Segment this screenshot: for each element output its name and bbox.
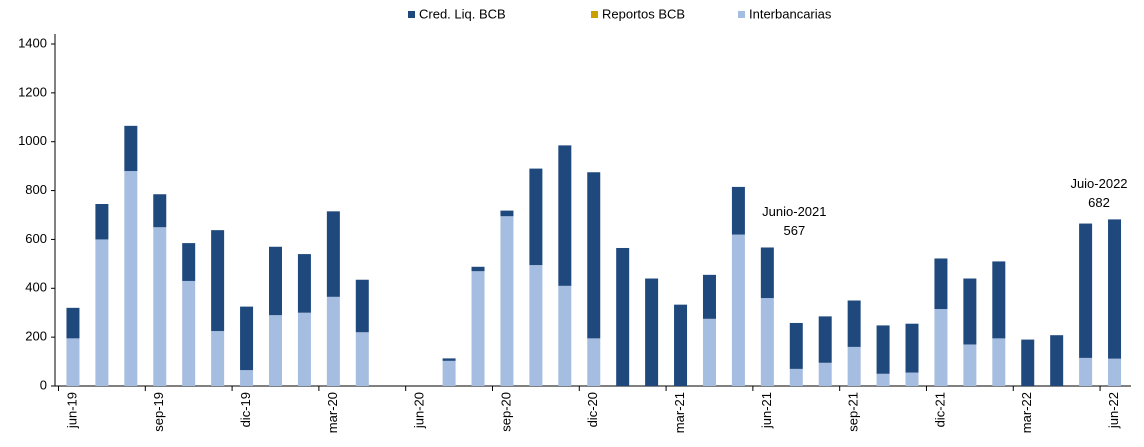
- bar-segment: [702, 318, 716, 386]
- bar-segment: [529, 265, 543, 386]
- bar-segment: [1050, 335, 1064, 386]
- legend-swatch: [408, 11, 415, 18]
- bar-segment: [876, 325, 890, 374]
- bar-segment: [529, 168, 543, 266]
- bar-segment: [934, 258, 948, 310]
- legend-swatch: [738, 11, 745, 18]
- bar-segment: [558, 285, 572, 386]
- bar-segment: [963, 278, 977, 345]
- bar-segment: [66, 307, 80, 339]
- bar-segment: [587, 172, 601, 339]
- bar-segment: [847, 300, 861, 347]
- bar-segment: [95, 239, 109, 386]
- annotation-value: 682: [1088, 195, 1110, 210]
- x-tick-label: jun-20: [412, 392, 427, 429]
- y-tick-label: 600: [25, 231, 47, 246]
- bar-segment: [153, 194, 167, 228]
- bar-segment: [268, 315, 282, 386]
- bar-segment: [1021, 339, 1035, 386]
- annotation-text: Junio-2021: [762, 204, 826, 219]
- x-tick-label: dic-21: [932, 392, 947, 427]
- bar-segment: [471, 271, 485, 386]
- y-tick-label: 1200: [18, 84, 47, 99]
- y-tick-label: 400: [25, 280, 47, 295]
- bar-segment: [95, 204, 109, 240]
- y-tick-label: 1000: [18, 133, 47, 148]
- bar-segment: [355, 332, 369, 386]
- x-tick-label: sep-19: [151, 392, 166, 432]
- bar-segment: [789, 368, 803, 386]
- bar-segment: [876, 373, 890, 386]
- y-tick-label: 800: [25, 182, 47, 197]
- x-tick-label: mar-20: [325, 392, 340, 433]
- bar-segment: [674, 304, 688, 386]
- bar-segment: [1079, 223, 1093, 358]
- bar-segment: [1108, 358, 1122, 386]
- legend-swatch: [591, 11, 598, 18]
- bar-segment: [182, 280, 196, 386]
- x-tick-label: dic-20: [585, 392, 600, 427]
- bar-segment: [211, 230, 225, 332]
- x-tick-label: sep-20: [498, 392, 513, 432]
- legend-label: Cred. Liq. BCB: [419, 6, 506, 21]
- bar-segment: [182, 243, 196, 281]
- bar-segment: [789, 322, 803, 369]
- y-tick-label: 200: [25, 329, 47, 344]
- bar-segment: [442, 358, 456, 361]
- bar-segment: [731, 186, 745, 235]
- bar-segment: [240, 370, 254, 386]
- bar-segment: [297, 312, 311, 386]
- bar-segment: [297, 254, 311, 313]
- bar-segment: [702, 274, 716, 319]
- bar-segment: [211, 331, 225, 386]
- bar-segment: [66, 338, 80, 386]
- bar-segment: [240, 306, 254, 371]
- x-tick-label: jun-21: [759, 392, 774, 429]
- bar-segment: [326, 211, 340, 297]
- bar-segment: [818, 362, 832, 386]
- bar-segment: [1079, 357, 1093, 386]
- bar-segment: [500, 216, 514, 386]
- annotation-value: 567: [783, 223, 805, 238]
- bar-segment: [905, 372, 919, 386]
- bar-segment: [471, 266, 485, 272]
- bar-segment: [818, 316, 832, 363]
- bar-segment: [558, 145, 572, 286]
- y-tick-label: 0: [40, 377, 47, 392]
- bar-segment: [442, 360, 456, 386]
- x-tick-label: jun-19: [64, 392, 79, 429]
- bar-segment: [992, 338, 1006, 386]
- bar-segment: [934, 309, 948, 386]
- bar-segment: [124, 125, 138, 172]
- y-tick-label: 1400: [18, 35, 47, 50]
- x-tick-label: dic-19: [238, 392, 253, 427]
- bar-segment: [992, 261, 1006, 339]
- bar-segment: [153, 227, 167, 386]
- bar-segment: [355, 279, 369, 333]
- legend-label: Reportos BCB: [602, 6, 685, 21]
- bar-segment: [760, 247, 774, 299]
- bar-segment: [616, 247, 630, 386]
- bar-segment: [587, 338, 601, 386]
- bar-segment: [963, 344, 977, 386]
- bar-segment: [645, 278, 659, 386]
- bar-segment: [326, 296, 340, 386]
- bar-segment: [731, 234, 745, 386]
- bar-segment: [268, 246, 282, 316]
- legend-label: Interbancarias: [749, 6, 832, 21]
- bar-segment: [124, 171, 138, 386]
- x-tick-label: mar-22: [1019, 392, 1034, 433]
- bar-segment: [905, 323, 919, 373]
- annotation-text: Juio-2022: [1070, 176, 1127, 191]
- x-tick-label: jun-22: [1106, 392, 1121, 429]
- bar-segment: [847, 346, 861, 386]
- x-tick-label: mar-21: [672, 392, 687, 433]
- bar-segment: [760, 298, 774, 386]
- bar-segment: [1108, 219, 1122, 359]
- x-tick-label: sep-21: [846, 392, 861, 432]
- bar-segment: [500, 210, 514, 217]
